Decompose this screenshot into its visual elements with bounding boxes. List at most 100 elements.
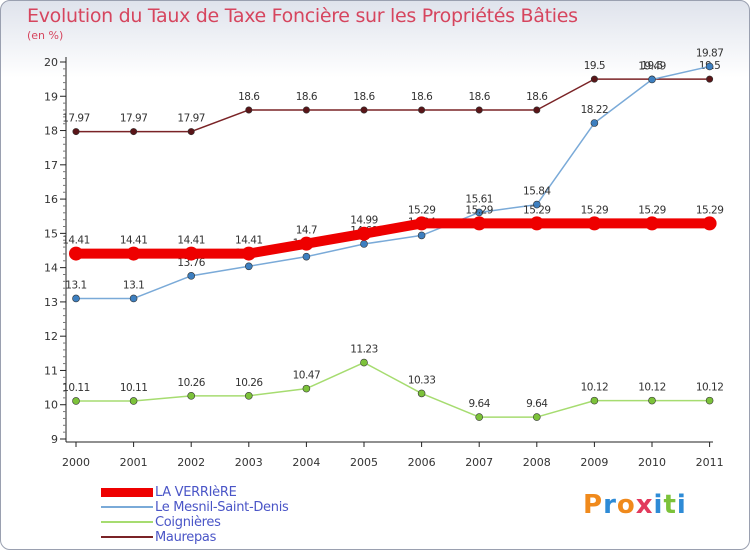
y-tick-label: 14 [44, 262, 58, 275]
data-point [648, 75, 656, 84]
data-point [702, 216, 717, 231]
data-label: 9.64 [526, 398, 548, 410]
data-point [590, 75, 598, 83]
data-label: 10.33 [408, 374, 436, 386]
data-point [587, 216, 602, 231]
brand-letter: i [676, 490, 687, 520]
y-tick-label: 18 [44, 125, 58, 138]
data-point [475, 208, 484, 217]
y-tick-label: 15 [44, 227, 58, 240]
data-label: 11.23 [350, 344, 378, 356]
data-label: 13.76 [177, 257, 205, 269]
data-label: 15.29 [638, 204, 666, 216]
x-tick-label: 2005 [350, 456, 378, 469]
data-point [72, 128, 80, 136]
data-label: 18.6 [296, 91, 318, 103]
y-tick-label: 17 [44, 159, 58, 172]
x-tick-label: 2009 [580, 456, 608, 469]
x-tick-label: 2011 [696, 456, 724, 469]
data-point [417, 231, 426, 240]
y-tick-label: 13 [44, 296, 58, 309]
x-tick-label: 2004 [292, 456, 320, 469]
legend-label: Le Mesnil-Saint-Denis [155, 500, 289, 515]
data-point [360, 240, 368, 248]
data-point [130, 128, 138, 136]
x-tick-label: 2000 [62, 456, 90, 469]
data-label: 15.29 [408, 204, 436, 216]
data-point [705, 396, 714, 405]
data-label: 10.11 [62, 382, 90, 394]
data-point [72, 397, 80, 405]
data-label: 15.29 [696, 204, 724, 216]
data-label: 18.6 [526, 91, 548, 103]
data-label: 14.41 [62, 235, 90, 247]
data-point [590, 119, 599, 127]
y-tick-label: 12 [44, 330, 58, 343]
data-point [241, 246, 256, 261]
data-label: 17.97 [62, 113, 90, 125]
data-point [302, 384, 311, 393]
data-point [590, 396, 599, 405]
x-tick-label: 2006 [408, 456, 436, 469]
data-point [529, 216, 544, 231]
legend-swatch [101, 506, 153, 508]
series-line [71, 218, 715, 259]
data-label: 18.6 [238, 91, 260, 103]
x-tick-label: 2010 [638, 456, 666, 469]
data-point [705, 62, 714, 71]
y-tick-label: 16 [44, 193, 58, 206]
data-point [245, 392, 253, 400]
series-line [75, 65, 711, 300]
data-point [187, 272, 195, 280]
data-label: 14.41 [177, 235, 205, 247]
data-label: 14.99 [350, 215, 378, 227]
brand-logo: Proxiti [583, 490, 687, 520]
data-point [72, 294, 80, 303]
data-point [472, 216, 487, 231]
chart-title: Evolution du Taux de Taxe Foncière sur l… [27, 5, 578, 27]
data-label: 15.29 [581, 204, 609, 216]
data-label: 10.11 [120, 382, 148, 394]
data-label: 15.29 [523, 204, 551, 216]
data-point [302, 252, 311, 261]
brand-letter: i [653, 490, 664, 520]
y-tick-label: 9 [51, 433, 58, 446]
brand-letter: t [663, 490, 677, 520]
data-label: 13.1 [65, 279, 86, 291]
data-label: 17.97 [120, 113, 148, 125]
data-label: 15.29 [465, 204, 493, 216]
data-point [187, 128, 195, 136]
data-label: 10.12 [638, 382, 666, 394]
y-tick-label: 19 [44, 90, 58, 103]
data-point [533, 106, 541, 114]
legend-label: Coignières [155, 515, 221, 530]
x-tick-label: 2002 [177, 456, 205, 469]
data-point [357, 226, 371, 241]
series-line [75, 361, 711, 418]
brand-letter: o [616, 490, 636, 520]
data-label: 19.49 [638, 60, 666, 72]
data-label: 10.12 [696, 382, 724, 394]
data-label: 10.26 [235, 377, 263, 389]
data-point [299, 236, 314, 251]
legend-label: LA VERRIèRE [155, 485, 237, 500]
data-label: 14.7 [296, 225, 317, 237]
x-tick-label: 2003 [235, 456, 263, 469]
data-point [187, 392, 195, 400]
data-label: 18.6 [353, 91, 375, 103]
data-point [245, 262, 253, 271]
data-point [532, 200, 541, 209]
data-point [129, 294, 138, 303]
series-line [75, 78, 711, 133]
data-label: 18.6 [469, 91, 491, 103]
data-point [414, 216, 429, 231]
data-label: 18.22 [581, 104, 609, 116]
brand-letter: x [635, 490, 654, 520]
data-point [418, 106, 426, 114]
data-point [475, 413, 484, 421]
data-point [360, 106, 368, 114]
data-point [475, 106, 483, 114]
data-point [184, 246, 199, 261]
